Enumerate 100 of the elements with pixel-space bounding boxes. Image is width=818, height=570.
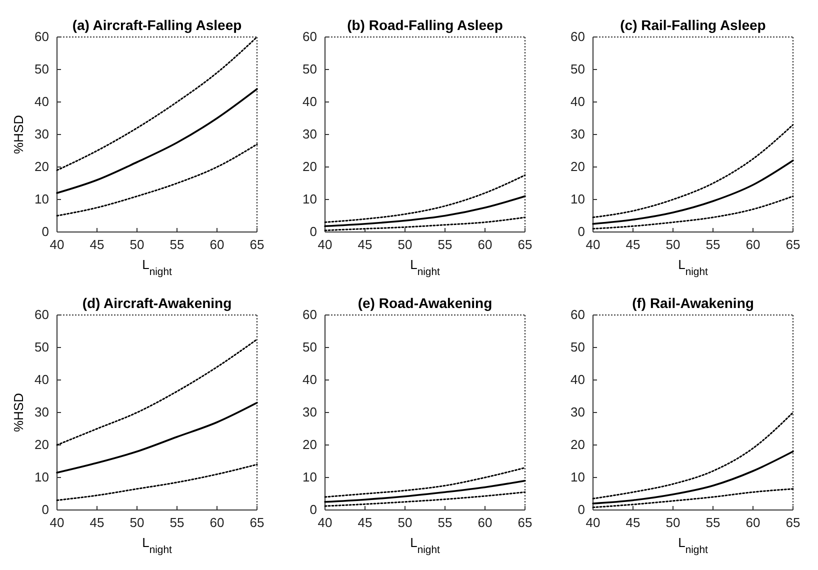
y-tick-label: 10 <box>302 470 317 485</box>
x-tick-label: 60 <box>746 237 760 252</box>
x-tick-label: 50 <box>130 237 144 252</box>
y-tick-label: 60 <box>302 307 317 322</box>
y-tick-label: 60 <box>34 29 49 44</box>
y-tick-label: 30 <box>302 126 317 142</box>
y-tick-label: 40 <box>34 94 49 110</box>
line-series <box>592 124 794 218</box>
line-series <box>592 450 794 504</box>
y-tick-label: 10 <box>302 192 317 207</box>
y-tick-label: 10 <box>34 192 49 207</box>
x-axis-title: L$_{night}$ <box>142 535 172 556</box>
line-series <box>324 491 526 507</box>
y-tick-label: 40 <box>34 372 49 388</box>
y-tick-label: 30 <box>34 126 49 142</box>
y-tick-label: 20 <box>570 159 585 174</box>
x-axis-title: L$_{night}$ <box>678 535 708 556</box>
y-tick-label: 60 <box>570 307 585 322</box>
line-series <box>592 196 794 230</box>
x-tick-label: 45 <box>358 237 372 252</box>
y-tick-label: 0 <box>578 502 585 518</box>
x-tick-label: 45 <box>358 515 372 530</box>
line-series <box>324 195 526 228</box>
line-series <box>324 174 526 223</box>
y-axis-title: %HSD <box>11 114 26 154</box>
x-tick-label: 55 <box>438 515 452 530</box>
y-axis-title: %HSD <box>11 392 26 432</box>
y-tick-label: 50 <box>570 340 585 355</box>
y-tick-label: 20 <box>34 437 49 452</box>
x-tick-label: 55 <box>706 515 720 530</box>
x-tick-label: 65 <box>250 515 264 530</box>
line-series <box>592 412 794 500</box>
chart-title: (e) Road-Awakening <box>358 295 492 311</box>
y-tick-label: 0 <box>42 502 49 518</box>
line-series <box>56 144 258 216</box>
y-tick-label: 40 <box>570 94 585 110</box>
y-tick-label: 50 <box>34 340 49 355</box>
x-tick-label: 50 <box>666 515 680 530</box>
x-tick-label: 65 <box>786 515 800 530</box>
x-tick-label: 60 <box>478 515 492 530</box>
x-tick-label: 50 <box>130 515 144 530</box>
chart-title: (f) Rail-Awakening <box>632 295 754 311</box>
x-tick-label: 65 <box>518 237 532 252</box>
y-tick-label: 10 <box>570 470 585 485</box>
chart-title: (d) Aircraft-Awakening <box>82 295 232 311</box>
y-tick-label: 0 <box>310 502 317 518</box>
y-tick-label: 30 <box>34 404 49 420</box>
x-axis-title: L$_{night}$ <box>410 257 440 278</box>
line-series <box>56 338 258 446</box>
y-tick-label: 50 <box>34 62 49 77</box>
y-tick-label: 40 <box>302 372 317 388</box>
x-tick-label: 50 <box>398 515 412 530</box>
x-tick-label: 55 <box>438 237 452 252</box>
y-tick-label: 0 <box>42 224 49 240</box>
y-tick-label: 50 <box>302 340 317 355</box>
x-tick-label: 45 <box>90 515 104 530</box>
x-tick-label: 60 <box>210 515 224 530</box>
x-tick-label: 55 <box>170 237 184 252</box>
y-tick-label: 60 <box>570 29 585 44</box>
y-tick-label: 60 <box>34 307 49 322</box>
y-tick-label: 20 <box>570 437 585 452</box>
x-tick-label: 60 <box>478 237 492 252</box>
y-tick-label: 40 <box>302 94 317 110</box>
y-tick-label: 20 <box>302 159 317 174</box>
x-tick-label: 60 <box>210 237 224 252</box>
line-series <box>56 402 258 474</box>
y-tick-label: 30 <box>302 404 317 420</box>
line-series <box>324 467 526 498</box>
y-tick-label: 60 <box>302 29 317 44</box>
line-series <box>56 88 258 194</box>
line-series <box>56 464 258 501</box>
y-tick-label: 20 <box>34 159 49 174</box>
y-tick-label: 30 <box>570 404 585 420</box>
x-tick-label: 60 <box>746 515 760 530</box>
y-tick-label: 20 <box>302 437 317 452</box>
x-tick-label: 65 <box>250 237 264 252</box>
x-tick-label: 55 <box>170 515 184 530</box>
y-tick-label: 50 <box>570 62 585 77</box>
chart-title: (c) Rail-Falling Asleep <box>620 17 766 33</box>
x-tick-label: 65 <box>518 515 532 530</box>
x-tick-label: 65 <box>786 237 800 252</box>
x-tick-label: 45 <box>626 237 640 252</box>
y-tick-label: 10 <box>34 470 49 485</box>
y-tick-label: 0 <box>310 224 317 240</box>
y-tick-label: 30 <box>570 126 585 142</box>
y-tick-label: 10 <box>570 192 585 207</box>
x-axis-title: L$_{night}$ <box>410 535 440 556</box>
x-axis-title: L$_{night}$ <box>678 257 708 278</box>
x-tick-label: 50 <box>398 237 412 252</box>
line-series <box>592 160 794 225</box>
x-tick-label: 45 <box>90 237 104 252</box>
x-axis-title: L$_{night}$ <box>142 257 172 278</box>
line-series <box>324 480 526 503</box>
chart-title: (b) Road-Falling Asleep <box>347 17 503 33</box>
chart-title: (a) Aircraft-Falling Asleep <box>72 17 242 33</box>
y-tick-label: 0 <box>578 224 585 240</box>
y-tick-label: 50 <box>302 62 317 77</box>
x-tick-label: 50 <box>666 237 680 252</box>
x-tick-label: 45 <box>626 515 640 530</box>
x-tick-label: 55 <box>706 237 720 252</box>
